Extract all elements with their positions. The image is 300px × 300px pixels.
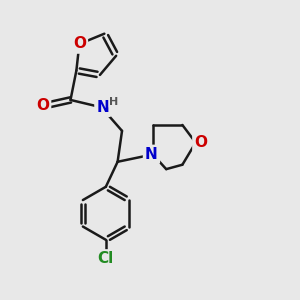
Text: O: O <box>194 135 207 150</box>
Text: H: H <box>109 97 119 107</box>
Text: N: N <box>97 100 109 115</box>
Text: O: O <box>73 37 86 52</box>
Text: O: O <box>36 98 49 113</box>
Text: Cl: Cl <box>98 251 114 266</box>
Text: N: N <box>145 147 158 162</box>
